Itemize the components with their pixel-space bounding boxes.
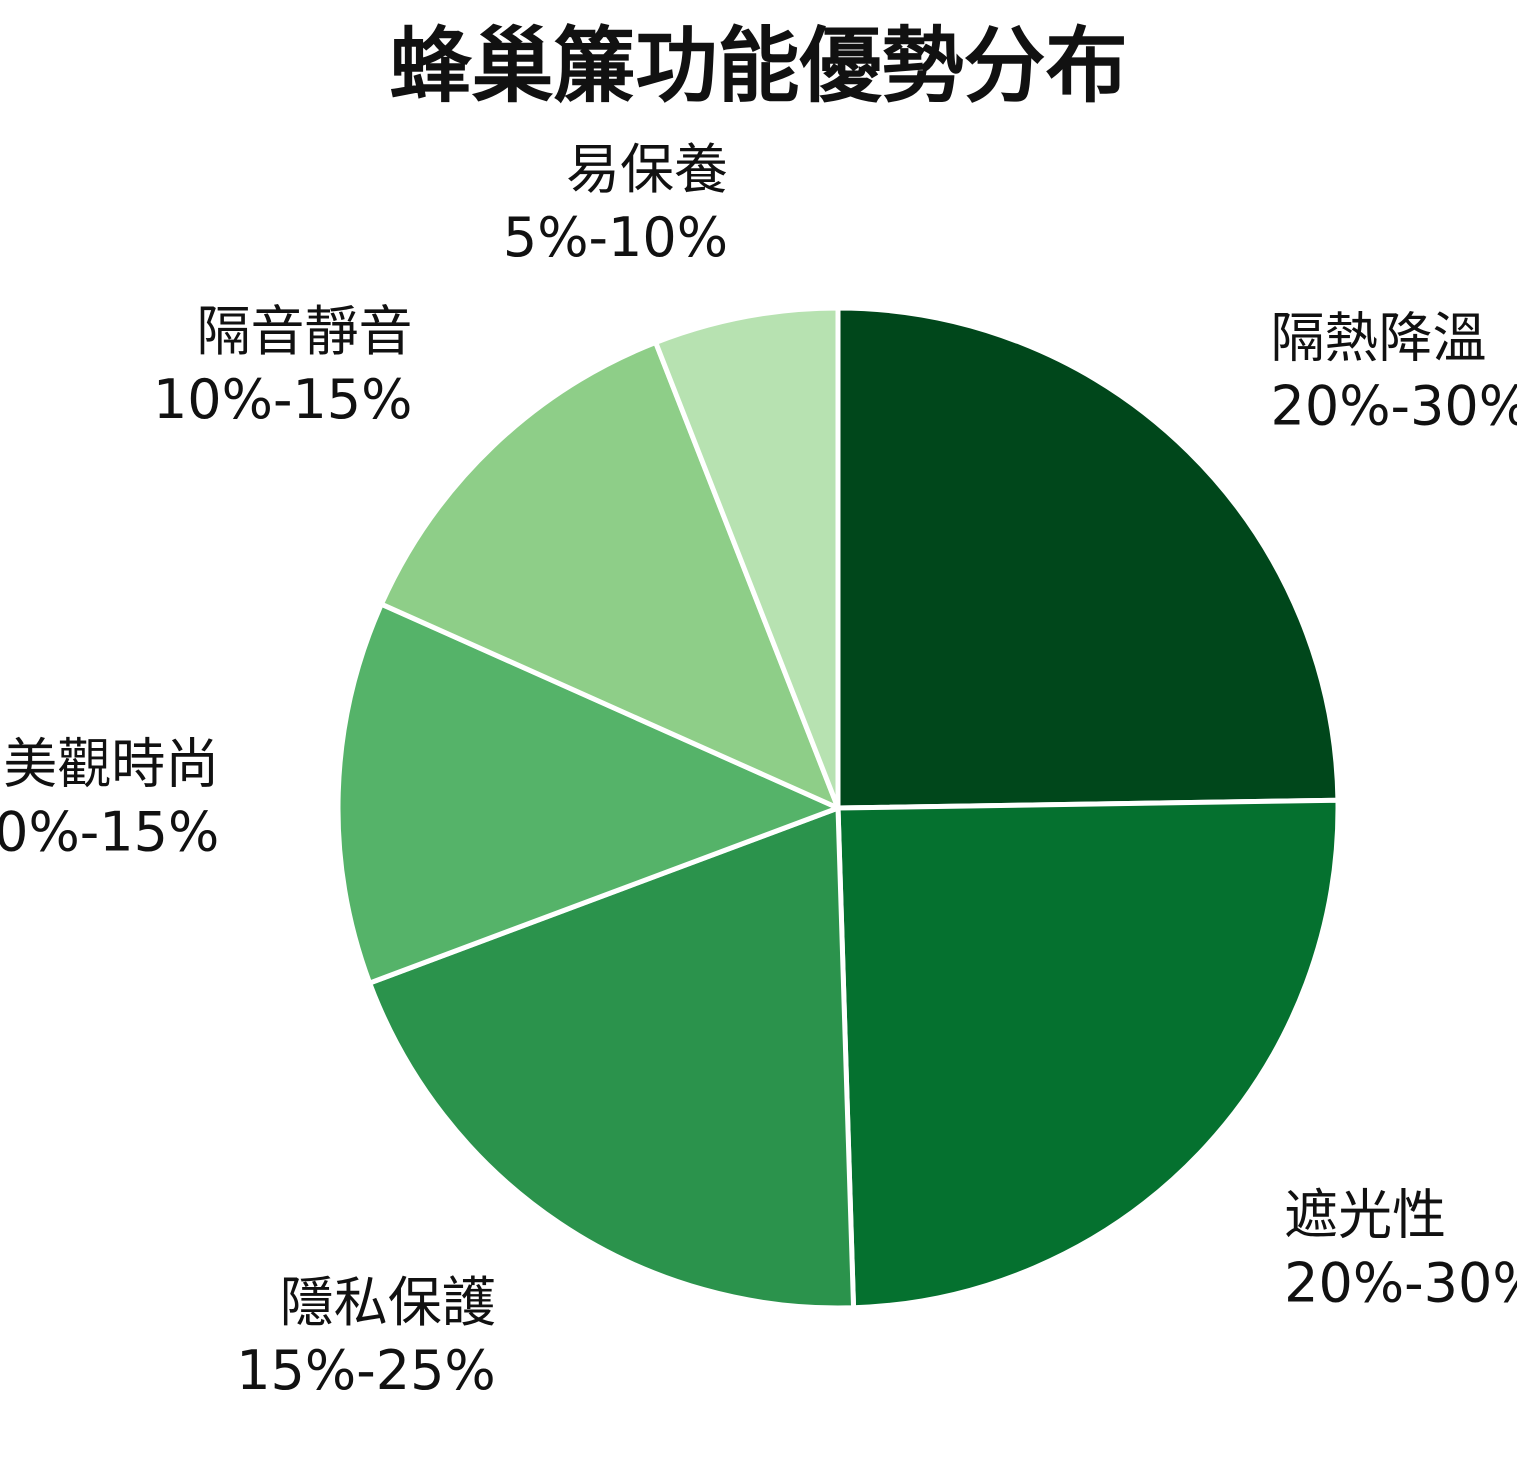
slice-label-4: 美觀時尚 [3, 733, 219, 796]
pie-labels: 隔熱降溫20%-30%遮光性20%-30%隱私保護15%-25%美觀時尚10%-… [0, 138, 1517, 1402]
pie-slice-4 [335, 601, 841, 986]
slice-label-6: 易保養 [566, 138, 728, 201]
pie-slice-3 [367, 805, 857, 1311]
pie-slices [335, 305, 1341, 1311]
slice-value-4: 10%-15% [0, 801, 219, 864]
slice-label-1: 隔熱降溫 [1270, 307, 1486, 370]
slice-label-3: 隱私保護 [280, 1271, 496, 1334]
pie-slice-5 [378, 339, 841, 811]
slice-value-2: 20%-30% [1284, 1252, 1517, 1315]
slice-label-5: 隔音靜音 [196, 300, 412, 363]
slice-value-3: 15%-25% [236, 1339, 496, 1402]
pie-slice-2 [835, 797, 1341, 1311]
chart-title: 蜂巢簾功能優勢分布 [389, 19, 1128, 114]
slice-value-6: 5%-10% [503, 206, 728, 269]
slice-label-2: 遮光性 [1284, 1184, 1446, 1247]
pie-slice-6 [653, 305, 841, 811]
slice-value-1: 20%-30% [1270, 375, 1517, 438]
slice-value-5: 10%-15% [153, 368, 413, 431]
pie-slice-1 [835, 305, 1341, 811]
